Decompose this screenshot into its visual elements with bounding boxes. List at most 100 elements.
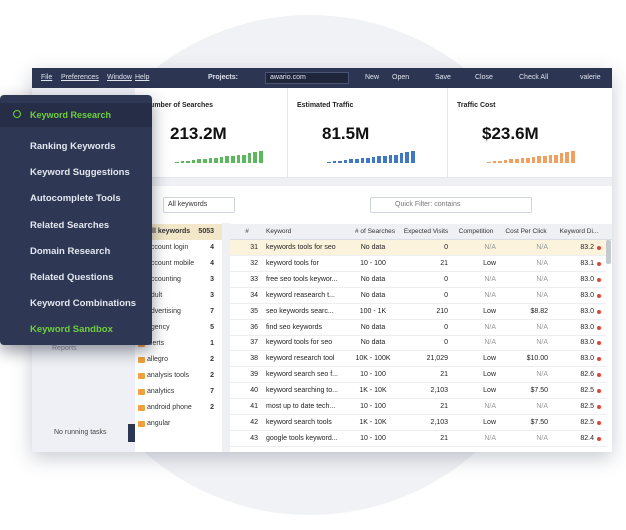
table-cell: 34	[250, 291, 258, 299]
folder-icon	[138, 357, 145, 363]
table-cell: N/A	[484, 244, 496, 251]
quick-filter[interactable]: Quick Filter: contains	[370, 197, 532, 213]
table-row[interactable]	[230, 335, 606, 352]
toolbar-button[interactable]: Check All	[519, 74, 549, 81]
nav-item[interactable]: Related Searches	[30, 219, 110, 231]
sparkline-bar	[186, 160, 190, 163]
column-header[interactable]: # of Searches	[354, 228, 396, 235]
table-row[interactable]	[230, 383, 606, 400]
nav-item[interactable]: Keyword Sandbox	[30, 324, 113, 336]
table-cell: 2,103	[430, 387, 448, 395]
group-count: 7	[210, 388, 214, 395]
group-row[interactable]: All keywords 5053	[135, 224, 222, 240]
table-cell: keyword tools for seo	[266, 339, 333, 347]
table-cell: N/A	[536, 371, 548, 379]
task-status: No running tasks	[54, 429, 107, 436]
table-cell: keyword research tool	[266, 355, 335, 363]
toolbar-button[interactable]: Open	[392, 74, 410, 81]
group-dropdown[interactable]: All keywords	[163, 197, 235, 213]
table-row[interactable]	[230, 399, 606, 415]
nav-item[interactable]: Ranking Keywords	[30, 141, 116, 152]
table-cell: google tools keyword...	[266, 434, 338, 442]
table-row[interactable]	[230, 415, 606, 431]
sparkline-bar	[526, 157, 530, 163]
table-cell: $7.50	[530, 418, 548, 426]
nav-item[interactable]: Domain Research	[30, 245, 111, 257]
sparkline-bar	[253, 152, 257, 163]
group-row[interactable]: allegro 2	[135, 352, 222, 368]
kd-dot	[597, 373, 601, 378]
table-row[interactable]	[230, 256, 606, 272]
table-row[interactable]	[230, 320, 606, 336]
table-row[interactable]	[230, 367, 606, 384]
table-cell: 82.6	[580, 371, 594, 379]
table-cell: 2,103	[430, 418, 448, 426]
table-cell: most up to date tech...	[266, 403, 336, 410]
sparkline-bar	[515, 158, 519, 163]
sparkline-bar	[360, 158, 365, 163]
table-cell: Low	[483, 355, 496, 363]
sparkline-bar	[236, 155, 241, 163]
nav-item[interactable]: Keyword Combinations	[30, 298, 137, 310]
table-cell: 83.0	[580, 307, 594, 315]
toolbar-button[interactable]: Close	[475, 74, 493, 81]
table-row[interactable]	[230, 351, 606, 368]
table-row[interactable]	[230, 240, 606, 256]
card-title: Traffic Cost	[457, 102, 496, 109]
column-header[interactable]: Cost Per Click	[505, 228, 547, 235]
nav-item[interactable]: Related Questions	[30, 272, 114, 283]
sparkline-bar	[377, 156, 381, 163]
group-name: alerts	[147, 340, 165, 347]
column-header[interactable]: Expected Visits	[403, 228, 449, 235]
table-cell: N/A	[484, 291, 496, 299]
group-row[interactable]: analytics 7	[135, 384, 222, 400]
user-menu[interactable]: valerie	[580, 74, 601, 81]
table-cell: 42	[250, 418, 258, 426]
group-count: 5	[210, 324, 214, 331]
table-cell: 10 - 100	[360, 371, 386, 379]
group-name: android phone	[147, 404, 192, 411]
table-cell: No data	[360, 339, 386, 347]
table-header	[230, 224, 612, 240]
kd-dot	[597, 389, 601, 394]
column-header[interactable]: Keyword	[266, 228, 292, 235]
project-select[interactable]: awario.com	[265, 72, 349, 84]
table-cell: 0	[444, 244, 448, 251]
table-row[interactable]	[230, 304, 606, 320]
group-row[interactable]: android phone 2	[135, 400, 222, 416]
kd-dot	[597, 357, 601, 362]
folder-icon	[138, 421, 145, 427]
sparkline-bar	[343, 160, 348, 163]
menu-item[interactable]: File	[41, 74, 53, 81]
collapse-tab	[128, 424, 135, 442]
toolbar-button[interactable]: Save	[435, 74, 451, 81]
group-row[interactable]: analysis tools 2	[135, 368, 222, 384]
menu-item[interactable]: Preferences	[61, 74, 99, 81]
group-row[interactable]: angular	[135, 416, 222, 432]
menu-item[interactable]: Window	[107, 74, 132, 81]
kd-dot	[597, 261, 601, 266]
nav-item[interactable]: Autocomplete Tools	[30, 193, 121, 205]
table-row[interactable]	[230, 288, 606, 304]
table-cell: 43	[250, 434, 258, 442]
sparkline-bar	[338, 160, 342, 163]
table-cell: keywords tools for seo	[266, 244, 336, 251]
sparkline-bar	[242, 154, 246, 163]
table-cell: N/A	[536, 403, 548, 410]
toolbar-button[interactable]: New	[365, 74, 380, 81]
column-header[interactable]: Competition	[458, 228, 494, 235]
column-header[interactable]: #	[245, 228, 249, 235]
popup-title[interactable]: Keyword Research	[30, 110, 112, 120]
column-header[interactable]: Keyword Di...	[559, 228, 599, 235]
table-row[interactable]	[230, 272, 606, 288]
menu-item[interactable]: Help	[135, 74, 150, 81]
sparkline-bar	[219, 157, 224, 163]
table-row[interactable]	[230, 431, 606, 447]
sparkline-bar	[383, 155, 387, 163]
reports-link[interactable]: Reports	[52, 345, 77, 352]
table-cell: 83.2	[580, 244, 594, 251]
nav-item[interactable]: Keyword Suggestions	[30, 167, 130, 179]
folder-icon	[138, 389, 145, 395]
table-cell: keyword tools for	[266, 259, 319, 267]
